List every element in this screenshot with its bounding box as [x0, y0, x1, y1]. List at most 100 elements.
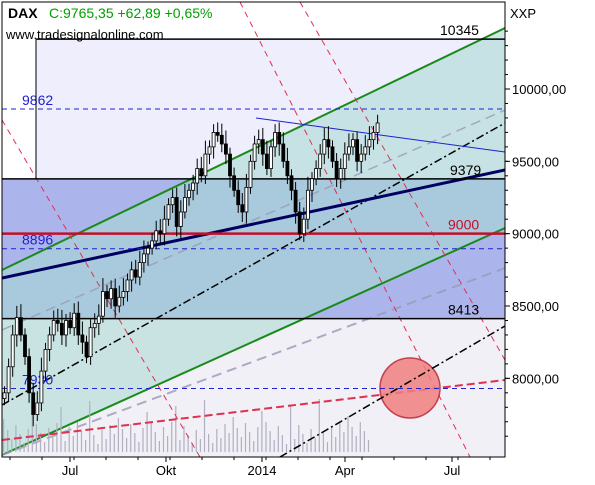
- candle[interactable]: [162, 218, 167, 235]
- candle[interactable]: [47, 334, 52, 350]
- candle[interactable]: [23, 334, 27, 358]
- candle[interactable]: [281, 143, 286, 162]
- candle[interactable]: [285, 160, 290, 177]
- candle[interactable]: [6, 366, 11, 394]
- candle[interactable]: [252, 143, 257, 162]
- candle[interactable]: [129, 269, 134, 281]
- candle[interactable]: [55, 320, 60, 324]
- candle[interactable]: [101, 291, 105, 317]
- candle[interactable]: [105, 291, 109, 300]
- candle[interactable]: [84, 341, 89, 358]
- candle[interactable]: [211, 132, 216, 148]
- candle[interactable]: [367, 139, 372, 148]
- candle[interactable]: [64, 320, 68, 336]
- candle[interactable]: [297, 211, 302, 235]
- candle[interactable]: [310, 178, 314, 191]
- candle[interactable]: [150, 240, 155, 249]
- candle[interactable]: [293, 189, 298, 213]
- candle[interactable]: [146, 247, 150, 255]
- candle[interactable]: [305, 189, 310, 220]
- candle[interactable]: [18, 317, 23, 336]
- candle[interactable]: [39, 370, 44, 404]
- candle[interactable]: [269, 146, 273, 169]
- candle[interactable]: [141, 253, 146, 264]
- candle[interactable]: [371, 132, 376, 141]
- candle[interactable]: [92, 322, 97, 329]
- candle[interactable]: [207, 146, 212, 155]
- volume-bar: [146, 412, 148, 452]
- candle[interactable]: [178, 211, 183, 227]
- candle[interactable]: [117, 296, 122, 307]
- candle[interactable]: [355, 139, 360, 162]
- candle[interactable]: [248, 160, 253, 188]
- candle[interactable]: [43, 349, 48, 372]
- candle[interactable]: [35, 402, 40, 415]
- candle[interactable]: [182, 197, 187, 213]
- candle[interactable]: [223, 143, 228, 155]
- candle[interactable]: [359, 153, 364, 162]
- candle[interactable]: [318, 153, 323, 169]
- candle[interactable]: [121, 291, 126, 298]
- volume-bar: [150, 423, 152, 452]
- candle[interactable]: [330, 146, 335, 162]
- candle[interactable]: [240, 204, 245, 213]
- candle[interactable]: [228, 153, 232, 177]
- candle[interactable]: [125, 279, 130, 292]
- candle[interactable]: [109, 288, 113, 300]
- candle[interactable]: [346, 146, 351, 155]
- candle[interactable]: [27, 356, 32, 394]
- candle[interactable]: [338, 168, 343, 180]
- candle[interactable]: [96, 315, 101, 324]
- candle[interactable]: [322, 139, 327, 155]
- candle[interactable]: [113, 288, 118, 307]
- candle[interactable]: [289, 175, 294, 191]
- candle[interactable]: [137, 262, 142, 278]
- candle[interactable]: [244, 186, 249, 213]
- volume-bar: [175, 406, 177, 452]
- candle[interactable]: [14, 317, 19, 336]
- candle[interactable]: [60, 322, 64, 336]
- candle[interactable]: [256, 139, 261, 145]
- candle[interactable]: [273, 132, 278, 148]
- candle[interactable]: [203, 153, 208, 177]
- candle[interactable]: [72, 312, 77, 329]
- candle[interactable]: [215, 132, 220, 136]
- candle[interactable]: [260, 139, 265, 155]
- candle[interactable]: [10, 334, 15, 368]
- candle[interactable]: [199, 168, 204, 177]
- candle[interactable]: [174, 197, 179, 227]
- candle[interactable]: [158, 230, 163, 235]
- candle[interactable]: [187, 189, 191, 198]
- volume-bar: [367, 440, 370, 452]
- candle[interactable]: [80, 334, 85, 343]
- level-label-8896: 8896: [22, 232, 53, 248]
- candle[interactable]: [342, 153, 347, 169]
- candle[interactable]: [351, 139, 355, 148]
- candle[interactable]: [31, 392, 36, 415]
- candle[interactable]: [301, 218, 306, 235]
- candle[interactable]: [51, 320, 56, 336]
- candle[interactable]: [76, 312, 81, 336]
- candle[interactable]: [170, 197, 175, 206]
- volume-bar: [269, 431, 271, 452]
- candle[interactable]: [326, 139, 331, 148]
- candle[interactable]: [2, 392, 7, 399]
- candle[interactable]: [191, 182, 196, 191]
- candle[interactable]: [133, 269, 138, 278]
- candle[interactable]: [154, 230, 159, 242]
- candle[interactable]: [375, 122, 380, 133]
- candle[interactable]: [264, 153, 269, 169]
- candle[interactable]: [232, 175, 237, 191]
- candle[interactable]: [363, 146, 368, 155]
- candle[interactable]: [88, 327, 93, 358]
- candle[interactable]: [236, 189, 241, 206]
- candle[interactable]: [314, 168, 319, 180]
- candle[interactable]: [68, 320, 72, 329]
- candle[interactable]: [195, 168, 200, 184]
- candle[interactable]: [334, 160, 339, 180]
- candle[interactable]: [219, 134, 224, 145]
- candle[interactable]: [166, 204, 171, 220]
- candle[interactable]: [277, 132, 282, 145]
